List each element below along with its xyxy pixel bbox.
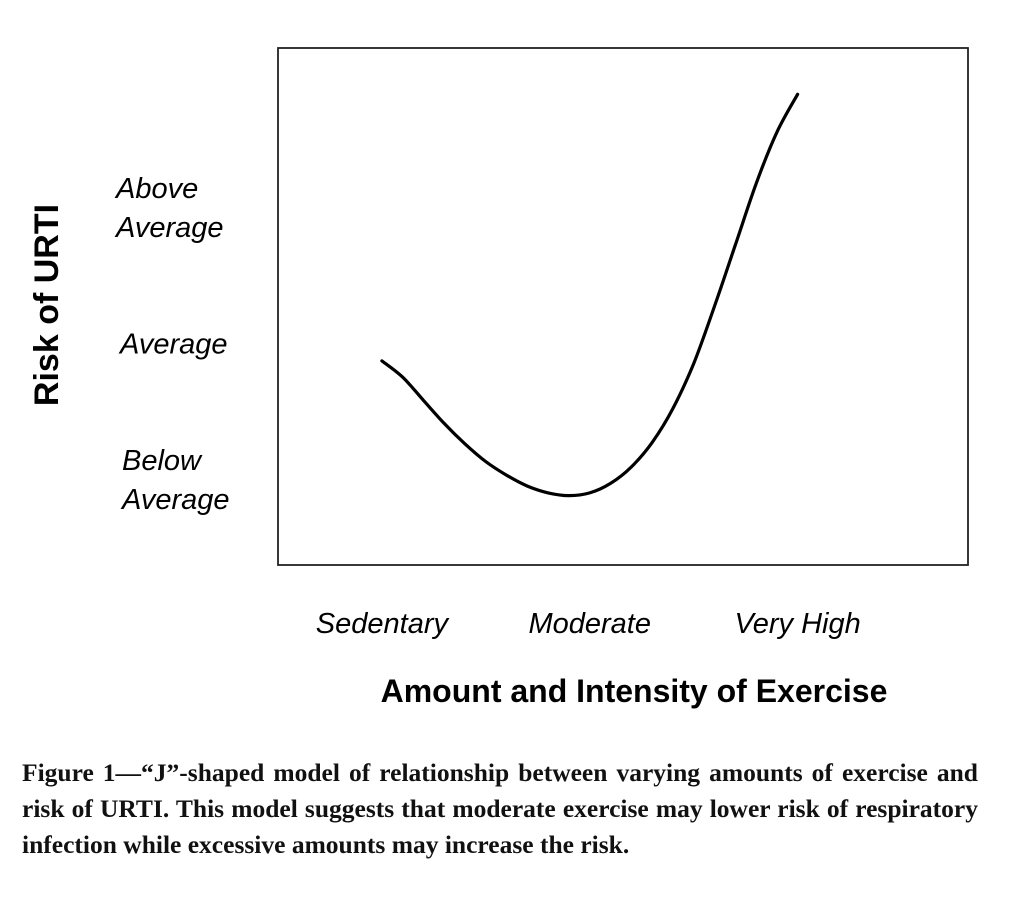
figure-caption: Figure 1—“J”-shaped model of relationshi…	[22, 758, 978, 859]
j-curve-chart: Below Average Average Above Average Sedentar…	[28, 47, 969, 709]
y-axis-title: Risk of URTI	[28, 204, 66, 406]
plot-frame	[277, 47, 969, 566]
x-tick-label-moderate: Moderate	[528, 608, 651, 640]
x-axis-title: Amount and Intensity of Exercise	[381, 673, 888, 709]
y-tick-label-below-average: Below Average	[120, 445, 230, 516]
x-tick-label-very-high: Very High	[734, 608, 860, 640]
j-curve-series-line	[380, 92, 800, 498]
x-tick-label-sedentary: Sedentary	[316, 608, 450, 640]
y-tick-label-above-average: Above Average	[114, 173, 224, 244]
y-tick-label-average: Average	[118, 328, 228, 360]
